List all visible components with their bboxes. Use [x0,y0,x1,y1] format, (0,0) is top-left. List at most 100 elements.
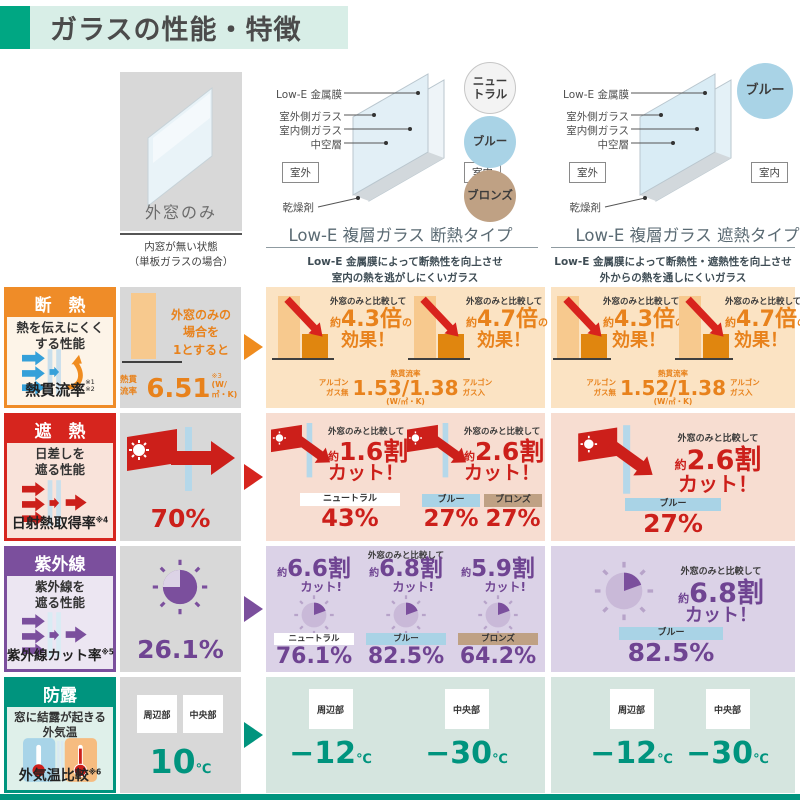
factor-panel: 外窓のみと比較して 約4.7倍の 効果！ [675,292,800,370]
chip-result: ブロンズ 64.2% [458,632,538,669]
center-chip: 中央部 [183,695,223,733]
row-header-shading: 遮 熱 日差しを 遮る性能 日射熱取得率※4 [4,413,116,541]
dew-shd-cell: 周辺部 −12℃ 中央部 −30℃ [551,677,795,793]
uv-icon [7,612,113,658]
uv-row-desc: 紫外線を 遮る性能 [34,579,85,611]
base-bar [131,293,156,359]
down-arrow-icon [563,296,602,337]
down-arrow-icon [685,296,724,337]
factor-panel: 外窓のみと比較して 約4.3倍の 効果！ [553,292,685,370]
legend-neutral: ニュー トラル [464,62,516,114]
center-temp: −30℃ [686,736,769,771]
dew-row-desc: 窓に結露が起きる 外気温 [14,710,106,739]
legend-bronze-label: ブロンズ [467,188,513,203]
center-chip: 中央部 [444,689,489,729]
arrow-right-icon [244,334,263,360]
factor-text: 外窓のみと比較して 約4.7倍の 効果！ [466,297,548,352]
shading-glass-diagram: Low-E 金属膜 室外側ガラス 室内側ガラス 中空層 乾燥剤 室外 室内 [545,62,800,222]
label-air-layer: 中空層 [597,139,630,151]
row-header-uv: 紫外線 紫外線を 遮る性能 紫外線カット率※5 [4,546,116,672]
uv-ins-cell: 外窓のみと比較して 約6.6割 カット! ニュートラル 76.1% 約6.8割 [266,546,545,672]
chip-result: ブルー 82.5% [366,632,446,669]
chip-result: ブルー 82.5% [619,626,723,666]
dew-row-title: 防露 [7,680,113,707]
uv-sun-icon [294,595,334,635]
outer-divider [120,233,242,235]
title-band: ガラスの性能・特徴 [30,6,348,49]
legend-blue: ブルー [464,116,516,168]
insulation-ins-cell: 外窓のみと比較して 約4.3倍の 効果！ 外窓のみと比較して 約4.7倍の 効果… [266,287,548,408]
badge-label: ブルー [745,82,785,98]
sun-block-icon [578,425,653,494]
uv-base-cell: 26.1% [120,546,241,672]
uv-metric: 紫外線カット率※5 [7,647,115,665]
cut-text: 外窓のみと比較して 約6.8割 カット！ [678,567,764,626]
label-inner-glass: 室内側ガラス [566,125,629,137]
uv-panel: 約6.6割 カット! ニュートラル 76.1% [274,556,354,669]
cut-panel: 外窓のみと比較して 約1.6割 カット！ ニュートラル 43% [270,421,409,533]
label-outside: 室外 [569,162,606,183]
edge-temp: −12℃ [590,736,673,771]
outer-only-label: 外窓のみ [144,203,217,222]
uv-sun-icon [386,595,426,635]
label-inside: 室内 [751,162,788,183]
label-outer-glass: 室外側ガラス [566,111,629,123]
title-accent-square [0,6,30,49]
chip-result: ブルー 27% [422,493,480,532]
base-note: 外窓のみの 場合を 1とすると [170,308,231,357]
shading-blue-badge: ブルー [737,63,793,119]
thermometer-icon [7,738,113,782]
cut-text: 外窓のみと比較して 約1.6割 カット！ [328,427,409,484]
legend-neutral-label: ニュー トラル [472,73,508,101]
shading-base-cell: 70% [120,413,241,541]
sun-block-icon [127,427,235,491]
shading-type-desc: Low-E 金属膜によって断熱性・遮熱性を向上させ 外からの熱を通しにくいガラス [533,254,800,287]
uv-row-title: 紫外線 [7,549,113,576]
factor-text: 外窓のみと比較して 約4.3倍の 効果！ [330,297,412,352]
center-chip: 中央部 [705,689,750,729]
insulation-metric: 熱貫流率 ※1 ※2 [25,378,95,399]
center-temp: −30℃ [425,736,508,771]
page-title: ガラスの性能・特徴 [50,15,302,46]
chip-result: ニュートラル 76.1% [274,632,354,669]
uv-panel: 約6.8割 カット! ブルー 82.5% [366,556,446,669]
label-outside: 室外 [282,162,319,183]
insulation-row-title: 断 熱 [7,290,113,317]
label-outer-glass: 室外側ガラス [279,111,342,123]
label-air-layer: 中空層 [310,139,343,151]
base-bar-ground [122,361,182,363]
label-desiccant: 乾燥剤 [282,202,315,214]
edge-chip: 周辺部 [137,695,177,733]
shd-desc-line2: 外からの熱を通しにくいガラス [599,272,747,285]
down-arrow-icon [284,296,323,337]
temp-group-edge: 周辺部 −12℃ [579,689,684,769]
temp-group-center: 中央部 −30℃ [414,689,519,769]
outer-only-note: 内窓が無い状態 （単板ガラスの場合） [104,240,258,269]
uvalue-metrics: アルゴン ガス無 熱貫流率 1.52/1.38 (W/㎡・K) アルゴン ガス入 [586,369,760,406]
edge-chip: 周辺部 [609,689,654,729]
base-uvalue: 熱貫流率 6.51 ※3 (W/㎡・K) [120,372,238,404]
cut-panel: 外窓のみと比較して 約2.6割 カット！ ブルー 27% ブロンズ 27% [406,421,544,533]
dew-metric: 外気温比較※6 [18,767,102,784]
chip-result: ニュートラル 43% [300,492,400,531]
shading-type-title: Low-E 複層ガラス 遮熱タイプ [575,226,800,245]
temp-group-center: 中央部 −30℃ [675,689,780,769]
factor-panel: 外窓のみと比較して 約4.3倍の 効果！ [272,292,412,370]
ins-desc-line2: 室内の熱を逃がしにくいガラス [331,272,479,285]
legend-bronze: ブロンズ [464,170,516,222]
dew-base-cell: 周辺部 中央部 10℃ [120,677,241,793]
row-header-dew: 防露 窓に結露が起きる 外気温 外気温比較※6 [4,677,116,793]
factor-text: 外窓のみと比較して 約4.7倍の 効果！ [725,297,800,352]
outer-note-line1: 内窓が無い状態 [144,241,218,253]
shading-row-desc: 日差しを 遮る性能 [34,446,85,478]
single-glass-icon [147,86,213,208]
insulation-base-cell: 外窓のみの 場合を 1とすると 熱貫流率 6.51 ※3 (W/㎡・K) [120,287,241,408]
uv-panel: 約5.9割 カット! ブロンズ 64.2% [458,556,538,669]
base-temp: 10℃ [149,742,212,781]
footer-bar [0,794,800,800]
insulation-type-desc: Low-E 金属膜によって断熱性を向上させ 室内の熱を逃がしにくいガラス [265,254,545,287]
factor-text: 外窓のみと比較して 約4.3倍の 効果！ [603,297,685,352]
label-lowe-film: Low-E 金属膜 [563,89,629,101]
arrow-right-icon [244,596,263,622]
